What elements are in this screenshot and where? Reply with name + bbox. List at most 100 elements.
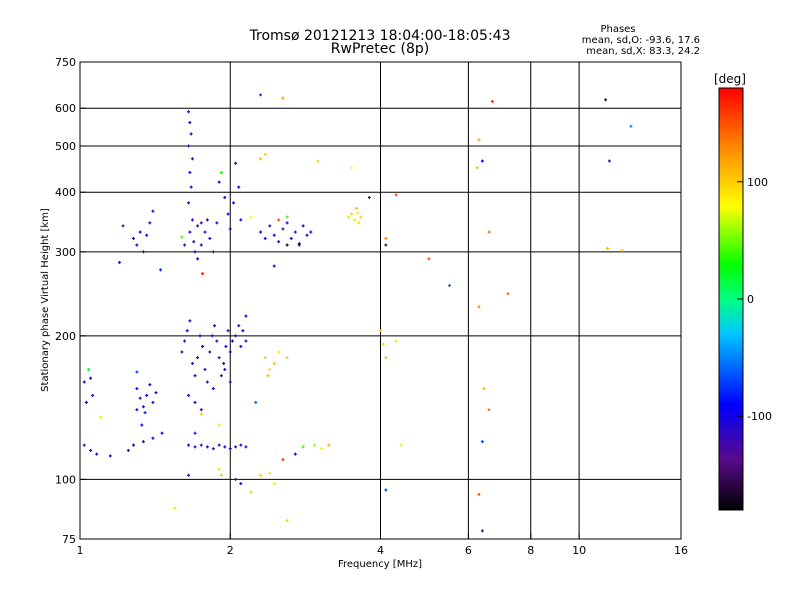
data-point: [180, 350, 184, 354]
data-point: [95, 452, 99, 456]
data-point: [205, 445, 209, 449]
data-point: [293, 452, 297, 456]
colorbar-tick-label: 0: [747, 293, 754, 306]
data-point: [281, 458, 285, 462]
data-point: [223, 195, 227, 199]
data-point: [490, 99, 494, 103]
data-point: [210, 334, 214, 338]
x-tick-label: 10: [572, 544, 586, 557]
data-point: [244, 445, 248, 449]
data-point: [350, 212, 354, 216]
data-point: [606, 246, 610, 250]
data-point: [198, 334, 202, 338]
data-point: [259, 473, 263, 477]
data-point: [84, 400, 88, 404]
data-point: [228, 227, 232, 231]
data-point: [187, 443, 191, 447]
y-tick-label: 300: [55, 246, 76, 259]
data-point: [263, 356, 267, 360]
data-point: [188, 170, 192, 174]
data-point: [477, 492, 481, 496]
data-point: [394, 339, 398, 343]
data-point: [268, 367, 272, 371]
x-tick-label: 2: [227, 544, 234, 557]
data-point: [482, 387, 486, 391]
data-point: [293, 230, 297, 234]
data-point: [187, 393, 191, 397]
data-point: [189, 132, 193, 136]
data-point: [384, 243, 388, 247]
data-point: [320, 447, 324, 451]
data-point: [477, 305, 481, 309]
data-point: [141, 440, 145, 444]
data-point: [223, 367, 227, 371]
data-point: [140, 423, 144, 427]
data-point: [475, 166, 479, 170]
data-point: [121, 224, 125, 228]
data-point: [199, 221, 203, 225]
data-point: [285, 519, 289, 523]
data-point: [89, 376, 93, 380]
y-tick-label: 200: [55, 330, 76, 343]
data-point: [272, 264, 276, 268]
data-point: [263, 152, 267, 156]
data-point: [188, 121, 192, 125]
data-point: [188, 230, 192, 234]
data-point: [187, 110, 191, 114]
data-point: [309, 230, 313, 234]
data-point: [132, 236, 136, 240]
data-point: [196, 356, 200, 360]
data-point: [272, 482, 276, 486]
data-point: [249, 215, 253, 219]
data-point: [312, 443, 316, 447]
data-point: [135, 408, 139, 412]
data-point: [305, 233, 309, 237]
data-point: [285, 215, 289, 219]
data-point: [192, 240, 196, 244]
data-point: [620, 248, 624, 252]
data-point: [201, 344, 205, 348]
data-point: [143, 411, 147, 415]
data-point: [301, 224, 305, 228]
data-point: [285, 356, 289, 360]
data-point: [357, 221, 361, 225]
data-point: [190, 361, 194, 365]
data-point: [208, 236, 212, 240]
data-point: [141, 405, 145, 409]
data-point: [350, 166, 354, 170]
data-point: [487, 230, 491, 234]
data-point: [381, 342, 385, 346]
data-point: [196, 224, 200, 228]
data-point: [183, 243, 187, 247]
data-point: [190, 157, 194, 161]
data-point: [268, 224, 272, 228]
data-point: [188, 319, 192, 323]
data-point: [281, 96, 285, 100]
data-point: [138, 230, 142, 234]
data-point: [193, 250, 197, 254]
data-point: [219, 473, 223, 477]
data-point: [379, 329, 382, 333]
data-point: [266, 374, 270, 378]
data-point: [230, 339, 234, 343]
data-point: [277, 350, 281, 354]
data-point: [285, 221, 289, 225]
data-point: [399, 443, 403, 447]
data-point: [151, 436, 155, 440]
data-point: [211, 250, 215, 254]
data-point: [187, 201, 191, 205]
data-point: [607, 159, 611, 163]
data-point: [249, 490, 253, 494]
y-tick-label: 600: [55, 102, 76, 115]
data-point: [327, 443, 331, 447]
colorbar-tick-label: 100: [747, 176, 768, 189]
phases-o-stats: mean, sd,O: -93.6, 17.6: [581, 35, 700, 46]
data-point: [356, 211, 360, 215]
data-point: [285, 243, 289, 247]
data-point: [226, 329, 230, 333]
data-point: [354, 206, 358, 210]
data-point: [135, 370, 139, 374]
data-point: [268, 471, 272, 475]
y-tick-label: 400: [55, 186, 76, 199]
data-point: [259, 230, 263, 234]
